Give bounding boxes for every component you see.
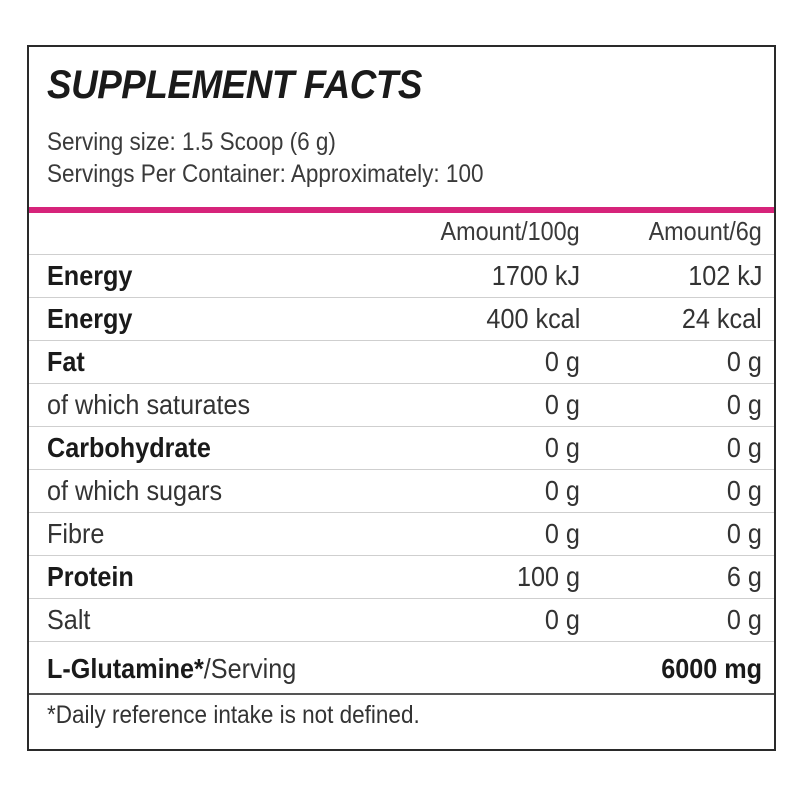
footnote: *Daily reference intake is not defined. bbox=[47, 701, 420, 729]
nutrient-row: of which sugars 0 g 0 g bbox=[47, 471, 762, 511]
nutrient-row: Protein 100 g 6 g bbox=[47, 557, 762, 597]
nutrient-name: Energy bbox=[47, 303, 133, 334]
column-header-per100g: Amount/100g bbox=[440, 216, 580, 246]
nutrient-name: Fibre bbox=[47, 518, 105, 549]
nutrient-amount-per100g: 100 g bbox=[516, 561, 580, 592]
nutrient-name: of which saturates bbox=[47, 389, 251, 420]
row-divider bbox=[29, 340, 774, 341]
nutrient-amount-per100g: 0 g bbox=[544, 604, 580, 635]
nutrient-name: Carbohydrate bbox=[47, 432, 211, 463]
row-divider bbox=[29, 254, 774, 255]
glutamine-suffix: /Serving bbox=[203, 653, 297, 684]
nutrient-amount-per-serving: 0 g bbox=[726, 475, 762, 506]
nutrient-amount-per-serving: 0 g bbox=[726, 432, 762, 463]
nutrient-amount-per100g: 400 kcal bbox=[486, 303, 580, 334]
nutrient-amount-per-serving: 0 g bbox=[726, 518, 762, 549]
nutrient-amount-per-serving: 0 g bbox=[726, 389, 762, 420]
nutrient-amount-per-serving: 6 g bbox=[726, 561, 762, 592]
nutrient-name: Fat bbox=[47, 346, 85, 377]
row-divider bbox=[29, 598, 774, 599]
nutrient-row: Energy 400 kcal 24 kcal bbox=[47, 299, 762, 339]
nutrient-amount-per100g: 0 g bbox=[544, 475, 580, 506]
nutrient-amount-per-serving: 102 kJ bbox=[687, 260, 762, 291]
row-divider bbox=[29, 297, 774, 298]
row-divider bbox=[29, 383, 774, 384]
nutrient-amount-per100g: 0 g bbox=[544, 518, 580, 549]
nutrient-amount-per-serving: 0 g bbox=[726, 346, 762, 377]
nutrient-name: Protein bbox=[47, 561, 134, 592]
row-divider bbox=[29, 469, 774, 470]
glutamine-label: L-Glutamine*/Serving bbox=[47, 649, 296, 689]
servings-per-container: Servings Per Container: Approximately: 1… bbox=[47, 160, 484, 188]
nutrient-row: Fat 0 g 0 g bbox=[47, 342, 762, 382]
nutrient-row: of which saturates 0 g 0 g bbox=[47, 385, 762, 425]
nutrient-name: Salt bbox=[47, 604, 91, 635]
supplement-facts-panel: SUPPLEMENT FACTS Serving size: 1.5 Scoop… bbox=[27, 45, 776, 751]
nutrient-row: Fibre 0 g 0 g bbox=[47, 514, 762, 554]
nutrient-row: Carbohydrate 0 g 0 g bbox=[47, 428, 762, 468]
row-divider bbox=[29, 512, 774, 513]
nutrient-amount-per100g: 0 g bbox=[544, 389, 580, 420]
accent-divider bbox=[29, 207, 774, 213]
glutamine-amount: 6000 mg bbox=[661, 653, 762, 684]
nutrient-amount-per100g: 0 g bbox=[544, 432, 580, 463]
nutrient-amount-per100g: 0 g bbox=[544, 346, 580, 377]
row-divider bbox=[29, 426, 774, 427]
serving-size: Serving size: 1.5 Scoop (6 g) bbox=[47, 128, 336, 156]
nutrient-row: Energy 1700 kJ 102 kJ bbox=[47, 256, 762, 296]
glutamine-name: L-Glutamine* bbox=[47, 653, 204, 684]
column-header-row: Amount/100g Amount/6g bbox=[47, 211, 762, 251]
row-divider bbox=[29, 641, 774, 642]
nutrient-amount-per-serving: 24 kcal bbox=[682, 303, 762, 334]
column-header-per-serving: Amount/6g bbox=[648, 216, 762, 246]
nutrient-row: Salt 0 g 0 g bbox=[47, 600, 762, 640]
footnote-divider bbox=[29, 693, 774, 695]
nutrient-name: of which sugars bbox=[47, 475, 223, 506]
nutrient-amount-per100g: 1700 kJ bbox=[491, 260, 580, 291]
nutrient-amount-per-serving: 0 g bbox=[726, 604, 762, 635]
glutamine-row: L-Glutamine*/Serving 6000 mg bbox=[47, 649, 762, 689]
label-title: SUPPLEMENT FACTS bbox=[47, 63, 422, 107]
row-divider bbox=[29, 555, 774, 556]
nutrient-name: Energy bbox=[47, 260, 133, 291]
